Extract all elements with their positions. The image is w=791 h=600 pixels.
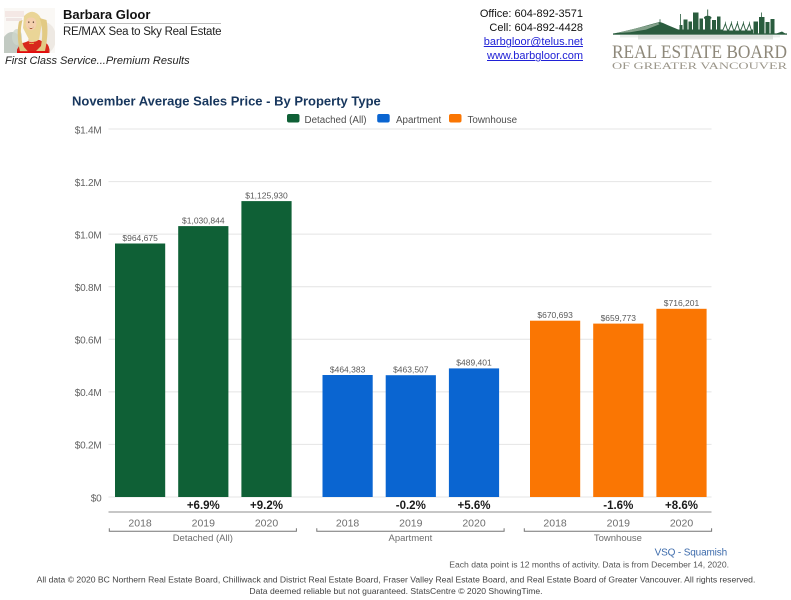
svg-text:Data deemed reliable but not g: Data deemed reliable but not guaranteed.… bbox=[249, 586, 542, 596]
svg-text:$1.4M: $1.4M bbox=[75, 125, 102, 136]
svg-text:$0.6M: $0.6M bbox=[75, 336, 102, 347]
svg-text:Apartment: Apartment bbox=[396, 115, 441, 126]
svg-text:$0.2M: $0.2M bbox=[75, 441, 102, 452]
svg-text:-1.6%: -1.6% bbox=[603, 500, 633, 512]
svg-text:REAL ESTATE BOARD: REAL ESTATE BOARD bbox=[612, 42, 787, 63]
svg-text:$0.4M: $0.4M bbox=[75, 388, 102, 399]
svg-text:2020: 2020 bbox=[462, 517, 486, 529]
svg-text:November Average Sales Price -: November Average Sales Price - By Proper… bbox=[72, 94, 381, 109]
svg-text:2019: 2019 bbox=[192, 517, 216, 529]
svg-text:$0: $0 bbox=[91, 493, 102, 504]
svg-text:$964,675: $964,675 bbox=[122, 233, 158, 243]
svg-text:$670,693: $670,693 bbox=[537, 310, 573, 320]
svg-text:Apartment: Apartment bbox=[388, 533, 432, 544]
svg-text:$659,773: $659,773 bbox=[601, 313, 637, 323]
svg-text:2018: 2018 bbox=[543, 517, 567, 529]
svg-text:2020: 2020 bbox=[255, 517, 279, 529]
svg-text:Detached (All): Detached (All) bbox=[305, 115, 367, 126]
svg-text:OF GREATER VANCOUVER: OF GREATER VANCOUVER bbox=[612, 62, 788, 72]
svg-text:+8.6%: +8.6% bbox=[665, 500, 698, 512]
svg-text:+5.6%: +5.6% bbox=[458, 500, 491, 512]
svg-text:-0.2%: -0.2% bbox=[396, 500, 426, 512]
svg-text:2018: 2018 bbox=[336, 517, 360, 529]
svg-text:Detached (All): Detached (All) bbox=[173, 533, 233, 544]
svg-text:$716,201: $716,201 bbox=[664, 298, 700, 308]
svg-text:VSQ - Squamish: VSQ - Squamish bbox=[655, 547, 727, 558]
svg-text:$489,401: $489,401 bbox=[456, 358, 492, 368]
svg-text:All data © 2020 BC Northern Re: All data © 2020 BC Northern Real Estate … bbox=[37, 574, 756, 584]
svg-text:2018: 2018 bbox=[128, 517, 152, 529]
svg-text:$0.8M: $0.8M bbox=[75, 283, 102, 294]
svg-text:Townhouse: Townhouse bbox=[468, 115, 518, 126]
svg-text:$463,507: $463,507 bbox=[393, 365, 429, 375]
svg-text:$1,125,930: $1,125,930 bbox=[245, 190, 288, 200]
svg-text:+9.2%: +9.2% bbox=[250, 500, 283, 512]
svg-text:Townhouse: Townhouse bbox=[594, 533, 642, 544]
svg-text:+6.9%: +6.9% bbox=[187, 500, 220, 512]
svg-text:$1,030,844: $1,030,844 bbox=[182, 215, 225, 225]
svg-text:Each data point is 12 months o: Each data point is 12 months of activity… bbox=[449, 559, 729, 569]
svg-text:2019: 2019 bbox=[399, 517, 423, 529]
svg-text:$1.0M: $1.0M bbox=[75, 230, 102, 241]
svg-text:2019: 2019 bbox=[607, 517, 631, 529]
svg-text:2020: 2020 bbox=[670, 517, 694, 529]
svg-text:$1.2M: $1.2M bbox=[75, 178, 102, 189]
svg-text:$464,383: $464,383 bbox=[330, 364, 366, 374]
